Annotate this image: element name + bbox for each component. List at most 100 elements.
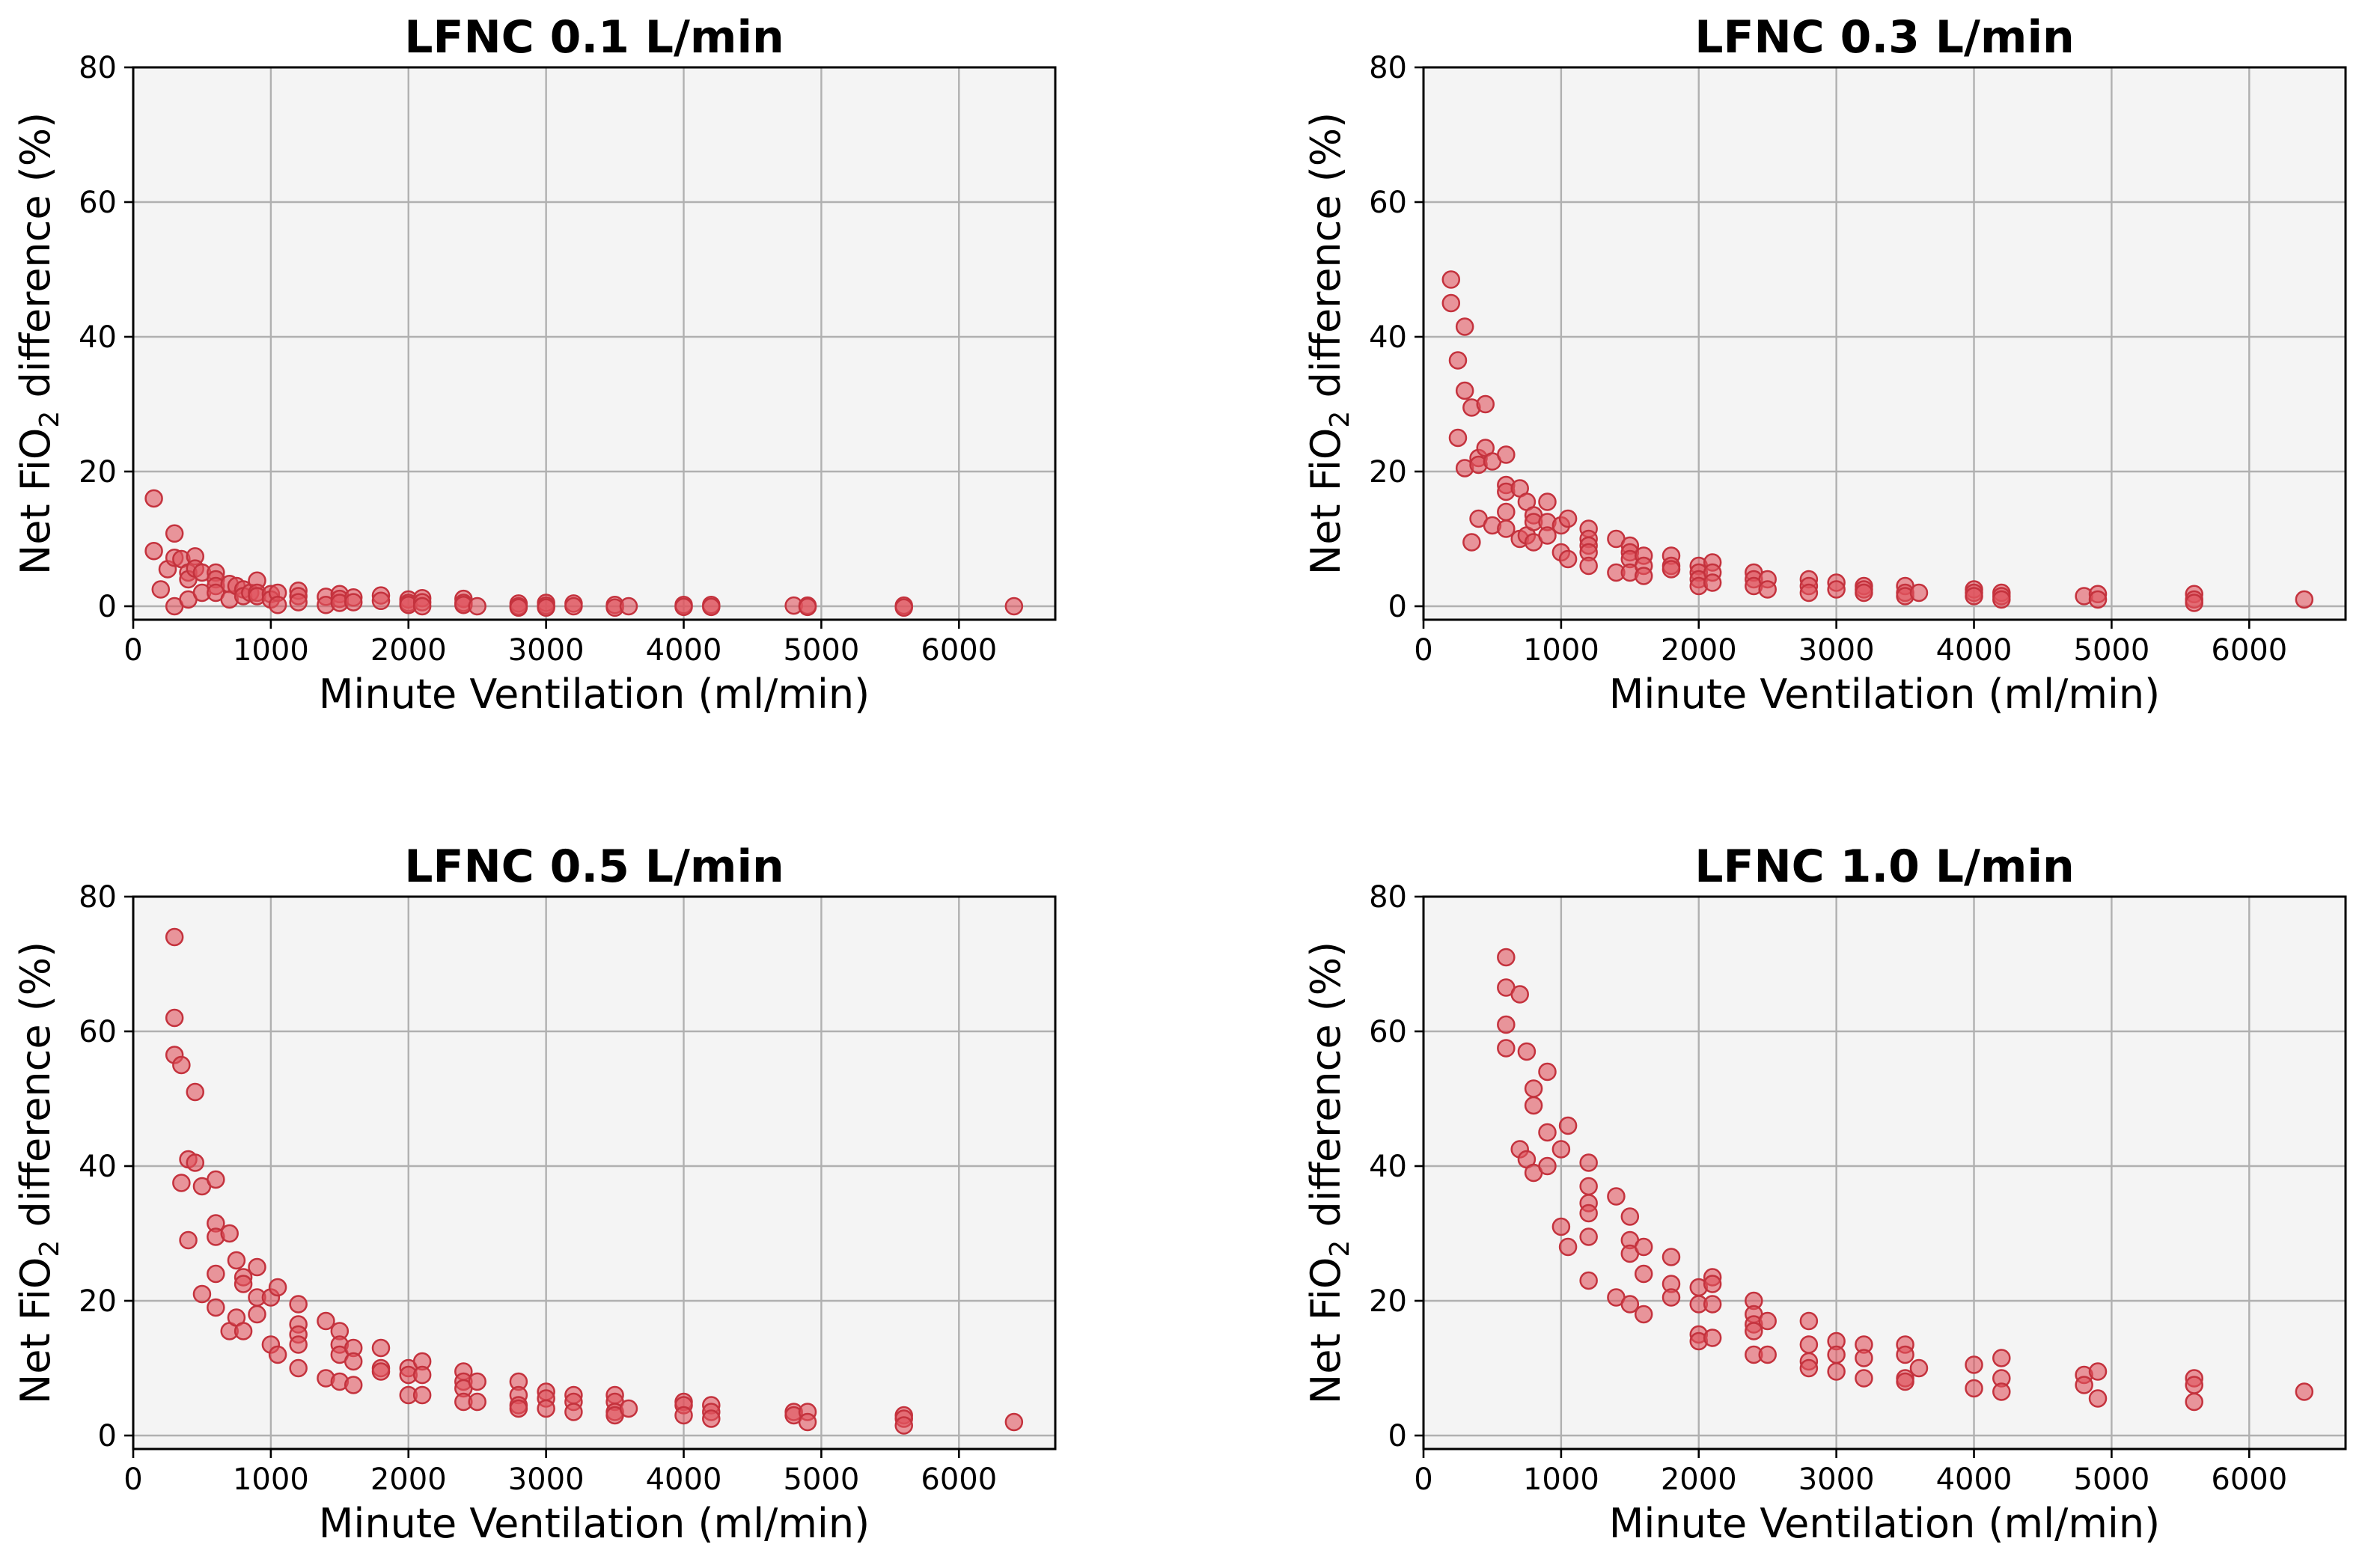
data-point: [1758, 1345, 1777, 1364]
data-point: [1497, 1039, 1516, 1058]
data-point: [1462, 533, 1481, 552]
data-point: [371, 591, 391, 611]
data-point: [1909, 1358, 1929, 1378]
chart-title: LFNC 0.3 L/min: [1694, 11, 2074, 64]
data-point: [172, 1055, 191, 1075]
data-point: [1855, 1349, 1873, 1367]
data-point: [1497, 519, 1516, 538]
data-point: [1896, 1372, 1914, 1391]
data-point: [1524, 1079, 1543, 1098]
data-point: [564, 1403, 583, 1421]
data-point: [1896, 1345, 1914, 1364]
x-tick-label: 0: [123, 633, 142, 668]
data-point: [1558, 1116, 1578, 1135]
y-tick-label: 80: [1369, 880, 1407, 915]
data-point: [509, 598, 528, 617]
data-point: [412, 1365, 432, 1385]
data-point: [1607, 1187, 1626, 1206]
x-tick-label: 3000: [508, 1462, 585, 1497]
x-tick-label: 1000: [233, 1462, 309, 1497]
data-point: [1799, 1358, 1819, 1378]
data-point: [537, 598, 555, 617]
data-point: [1827, 580, 1846, 599]
data-point: [192, 1284, 212, 1304]
data-point: [248, 1257, 266, 1277]
data-point: [1455, 381, 1474, 400]
data-point: [1965, 1379, 1983, 1398]
y-axis-label: Net FiO2 difference (%): [1302, 112, 1355, 575]
chart-panel-1: 0 1000 2000 3000 4000 5000 6000 0 20 40 60 80 LFNC 0…: [12, 11, 1057, 718]
data-point: [798, 597, 817, 617]
x-tick-label: 2000: [1661, 1462, 1737, 1497]
data-point: [207, 1264, 225, 1284]
scatter-series: [1497, 948, 2314, 1412]
data-point: [1992, 1382, 2011, 1401]
y-tick-label: 60: [1369, 1015, 1407, 1049]
data-point: [1579, 1153, 1598, 1172]
data-point: [1497, 948, 1516, 967]
data-point: [1538, 1062, 1557, 1082]
data-point: [798, 1412, 817, 1432]
data-point: [227, 1251, 246, 1270]
data-point: [1579, 1177, 1598, 1196]
data-point: [1634, 567, 1653, 585]
data-point: [289, 593, 308, 611]
data-point: [1510, 985, 1529, 1004]
data-point: [179, 1230, 198, 1250]
plot-frame: [1422, 895, 2347, 1450]
data-point: [509, 1399, 528, 1418]
data-point: [1579, 1204, 1598, 1223]
data-point: [1579, 556, 1598, 576]
x-axis-label: Minute Ventilation (ml/min): [1609, 1500, 2160, 1547]
x-tick-label: 5000: [2074, 1462, 2150, 1497]
data-point: [2295, 590, 2314, 609]
data-point: [1620, 1295, 1640, 1314]
data-point: [144, 541, 163, 561]
data-point: [344, 1376, 363, 1394]
data-point: [1538, 492, 1557, 511]
x-tick-label: 0: [123, 1462, 142, 1497]
data-point: [1992, 1349, 2011, 1367]
data-point: [1799, 1335, 1819, 1354]
data-point: [1703, 1328, 1722, 1347]
data-point: [2295, 1382, 2314, 1401]
data-point: [268, 595, 287, 614]
x-tick-label: 1000: [233, 633, 309, 668]
data-point: [1758, 580, 1777, 599]
chart-title: LFNC 0.1 L/min: [404, 11, 784, 64]
x-axis-label: Minute Ventilation (ml/min): [319, 671, 870, 718]
data-point: [186, 1082, 204, 1102]
data-point: [894, 598, 913, 617]
scatter-series: [165, 927, 1024, 1435]
y-tick-label: 40: [1369, 1150, 1407, 1184]
data-point: [619, 597, 638, 616]
data-point: [2185, 1392, 2203, 1412]
data-point: [1524, 1096, 1543, 1115]
scatter-series: [144, 489, 1024, 617]
data-point: [268, 1345, 287, 1364]
data-point: [1745, 1322, 1763, 1340]
data-point: [2088, 590, 2108, 609]
y-axis-label: Net FiO2 difference (%): [12, 112, 65, 575]
data-point: [1661, 1248, 1681, 1266]
scatter-series: [1441, 270, 2314, 612]
data-point: [151, 580, 171, 599]
data-point: [1455, 317, 1474, 336]
data-point: [1558, 1237, 1578, 1257]
data-point: [2088, 1389, 2108, 1408]
data-point: [1538, 1156, 1557, 1176]
data-point: [1620, 1207, 1640, 1226]
data-point: [234, 1322, 253, 1340]
data-point: [1703, 1295, 1722, 1314]
data-point: [1538, 526, 1557, 545]
data-point: [172, 1174, 191, 1192]
x-tick-label: 2000: [370, 633, 447, 668]
data-point: [1497, 502, 1516, 522]
data-point: [619, 1399, 638, 1418]
data-point: [186, 1153, 204, 1172]
plot-area: [132, 66, 1057, 621]
data-point: [2185, 594, 2203, 612]
x-tick-label: 2000: [370, 1462, 447, 1497]
y-tick-label: 40: [79, 320, 117, 355]
y-tick-label: 80: [1369, 51, 1407, 85]
